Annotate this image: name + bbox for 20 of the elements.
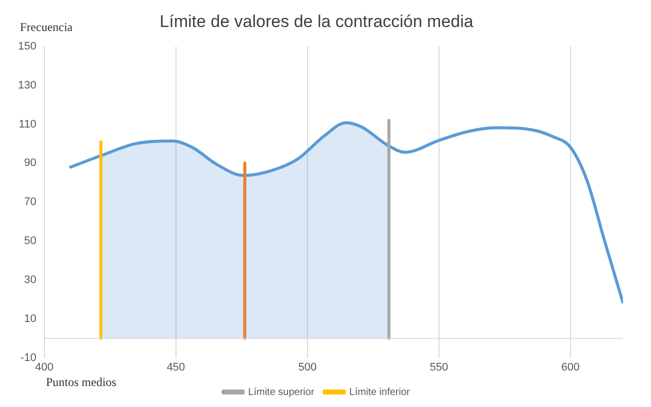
legend-label: Límite superior — [248, 386, 315, 398]
y-tick-label: -10 — [20, 352, 36, 364]
y-tick-label: 10 — [24, 312, 36, 325]
y-tick-label: 70 — [24, 196, 36, 208]
x-axis-title: Puntos medios — [46, 375, 117, 390]
chart-title: Límite de valores de la contracción media — [160, 12, 474, 31]
y-tick-label: 50 — [24, 235, 36, 248]
x-tick-label: 500 — [298, 361, 317, 374]
y-axis-title: Frecuencia — [20, 20, 74, 34]
x-tick-label: 400 — [35, 361, 54, 374]
x-tick-label: 600 — [561, 361, 580, 374]
x-tick-label: 550 — [430, 361, 448, 374]
x-tick-label: 450 — [166, 361, 186, 374]
legend-label: Límite inferior — [349, 386, 411, 398]
y-tick-label: 90 — [24, 157, 36, 170]
y-tick-label: 150 — [18, 40, 36, 52]
y-tick-label: 130 — [18, 79, 36, 92]
y-tick-label: 110 — [18, 118, 36, 130]
line-series — [69, 121, 623, 304]
y-tick-label: 30 — [24, 274, 36, 286]
